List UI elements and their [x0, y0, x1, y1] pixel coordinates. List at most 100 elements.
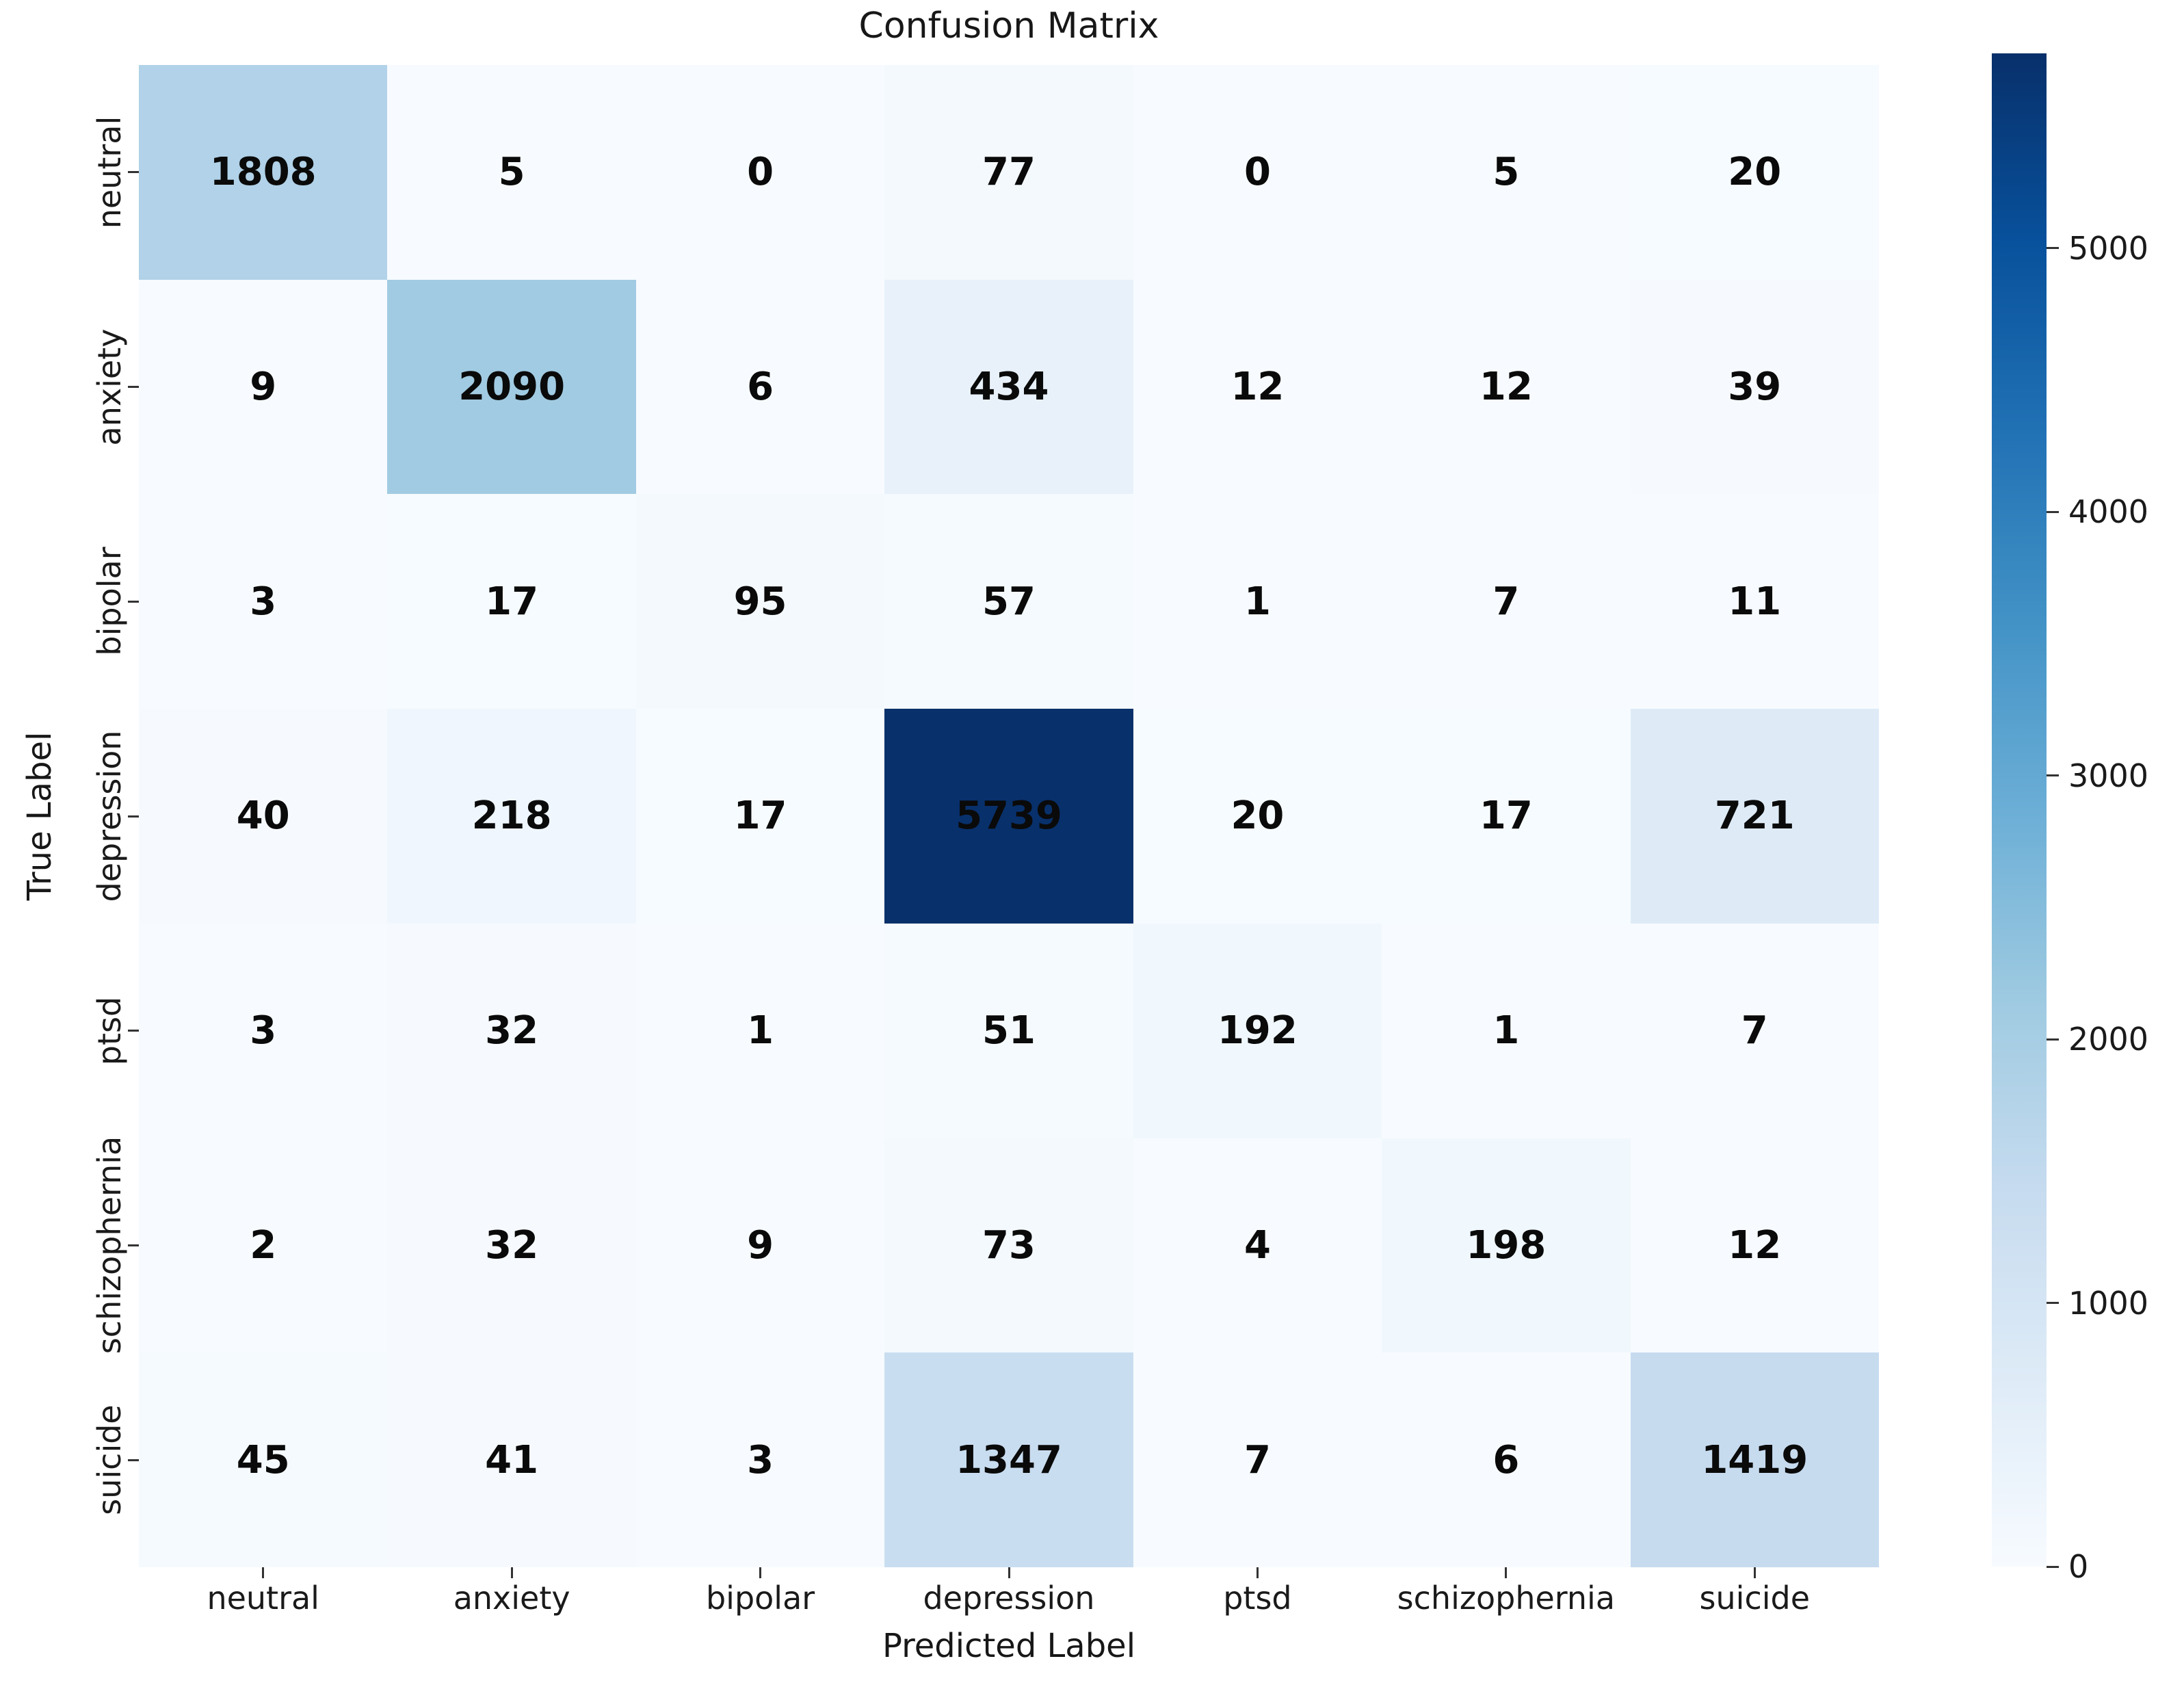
cell-value: 39: [1728, 365, 1782, 410]
colorbar-tick-label: 4000: [2068, 493, 2149, 531]
cell-value: 7: [1492, 579, 1520, 624]
cell-value: 7: [1741, 1008, 1768, 1054]
cell-value: 1347: [956, 1437, 1062, 1482]
heatmap-grid: 1808 5 0 77 0 5 20 9 2090 6 434 12 12 39 3 17 95 57 1 7 11 40…: [139, 65, 1879, 1567]
cell-value: 9: [250, 365, 277, 410]
heatmap-cell: 721: [1630, 709, 1879, 924]
heatmap-cell: 77: [884, 65, 1133, 280]
heatmap-cell: 40: [139, 709, 388, 924]
colorbar-tick-mark: [2047, 510, 2059, 513]
heatmap-cell: 7: [1382, 494, 1631, 709]
heatmap-cell: 218: [387, 709, 636, 924]
cell-value: 0: [747, 150, 774, 195]
heatmap-cell: 3: [139, 923, 388, 1138]
cell-value: 5739: [956, 794, 1062, 839]
cell-value: 2: [250, 1222, 277, 1268]
cell-value: 6: [747, 365, 774, 410]
y-tick-label: ptsd: [91, 996, 128, 1065]
cell-value: 5: [498, 150, 525, 195]
cell-value: 0: [1244, 150, 1271, 195]
y-tick-label: schizophernia: [91, 1136, 128, 1355]
cell-value: 51: [982, 1008, 1036, 1054]
cell-value: 2090: [458, 365, 566, 410]
y-tick-mark: [128, 1459, 139, 1461]
heatmap-cell: 5: [1382, 65, 1631, 280]
heatmap-cell: 5739: [884, 709, 1133, 924]
x-tick-label: suicide: [1699, 1580, 1811, 1617]
cell-value: 12: [1479, 365, 1533, 410]
colorbar-tick-mark: [2047, 1038, 2059, 1041]
colorbar-tick-label: 0: [2068, 1548, 2089, 1585]
y-tick-mark: [128, 171, 139, 174]
x-tick-mark: [1505, 1567, 1508, 1578]
heatmap-cell: 7: [1133, 1352, 1382, 1567]
colorbar-tick-mark: [2047, 1302, 2059, 1305]
x-tick-mark: [510, 1567, 513, 1578]
cell-value: 45: [236, 1437, 290, 1482]
heatmap-cell: 1347: [884, 1352, 1133, 1567]
cell-value: 1419: [1701, 1437, 1808, 1482]
heatmap-cell: 3: [635, 1352, 885, 1567]
heatmap-cell: 0: [635, 65, 885, 280]
y-tick-label: depression: [91, 730, 128, 902]
cell-value: 32: [485, 1008, 539, 1054]
heatmap-cell: 1: [1382, 923, 1631, 1138]
cell-value: 12: [1231, 365, 1285, 410]
colorbar-tick-label: 2000: [2068, 1021, 2149, 1058]
cell-value: 721: [1714, 794, 1795, 839]
heatmap-cell: 7: [1630, 923, 1879, 1138]
heatmap-cell: 17: [387, 494, 636, 709]
cell-value: 5: [1492, 150, 1520, 195]
cell-value: 32: [485, 1222, 539, 1268]
heatmap-cell: 6: [1382, 1352, 1631, 1567]
x-tick-mark: [262, 1567, 265, 1578]
heatmap-cell: 1: [1133, 494, 1382, 709]
heatmap-cell: 1808: [139, 65, 388, 280]
cell-value: 17: [733, 794, 787, 839]
cell-value: 1: [1244, 579, 1271, 624]
heatmap-cell: 41: [387, 1352, 636, 1567]
x-tick-mark: [1753, 1567, 1756, 1578]
cell-value: 41: [485, 1437, 539, 1482]
heatmap-cell: 17: [1382, 709, 1631, 924]
heatmap-cell: 12: [1630, 1138, 1879, 1353]
heatmap-cell: 12: [1133, 279, 1382, 495]
y-tick-mark: [128, 1030, 139, 1032]
cell-value: 20: [1231, 794, 1285, 839]
cell-value: 20: [1728, 150, 1782, 195]
heatmap-cell: 73: [884, 1138, 1133, 1353]
x-tick-label: schizophernia: [1397, 1580, 1616, 1617]
heatmap-cell: 1: [635, 923, 885, 1138]
y-tick-mark: [128, 1244, 139, 1246]
cell-value: 3: [250, 1008, 277, 1054]
heatmap-cell: 32: [387, 923, 636, 1138]
heatmap-cell: 2090: [387, 279, 636, 495]
heatmap-cell: 51: [884, 923, 1133, 1138]
cell-value: 95: [733, 579, 787, 624]
x-tick-label: bipolar: [705, 1580, 815, 1617]
y-tick-mark: [128, 386, 139, 389]
heatmap-cell: 192: [1133, 923, 1382, 1138]
heatmap-cell: 4: [1133, 1138, 1382, 1353]
heatmap-cell: 20: [1133, 709, 1382, 924]
cell-value: 3: [747, 1437, 774, 1482]
cell-value: 192: [1217, 1008, 1298, 1054]
heatmap-cell: 434: [884, 279, 1133, 495]
y-tick-label: suicide: [91, 1404, 128, 1515]
heatmap-cell: 32: [387, 1138, 636, 1353]
cell-value: 1808: [209, 150, 317, 195]
heatmap-cell: 95: [635, 494, 885, 709]
heatmap-cell: 12: [1382, 279, 1631, 495]
cell-value: 12: [1728, 1222, 1782, 1268]
chart-title: Confusion Matrix: [858, 5, 1159, 47]
x-tick-mark: [1256, 1567, 1259, 1578]
colorbar-tick-label: 1000: [2068, 1284, 2149, 1322]
heatmap-cell: 20: [1630, 65, 1879, 280]
cell-value: 73: [982, 1222, 1036, 1268]
colorbar-tick-label: 3000: [2068, 757, 2149, 794]
cell-value: 17: [1479, 794, 1533, 839]
heatmap-cell: 57: [884, 494, 1133, 709]
x-axis-label: Predicted Label: [882, 1627, 1136, 1665]
x-tick-label: ptsd: [1223, 1580, 1292, 1617]
cell-value: 6: [1492, 1437, 1520, 1482]
